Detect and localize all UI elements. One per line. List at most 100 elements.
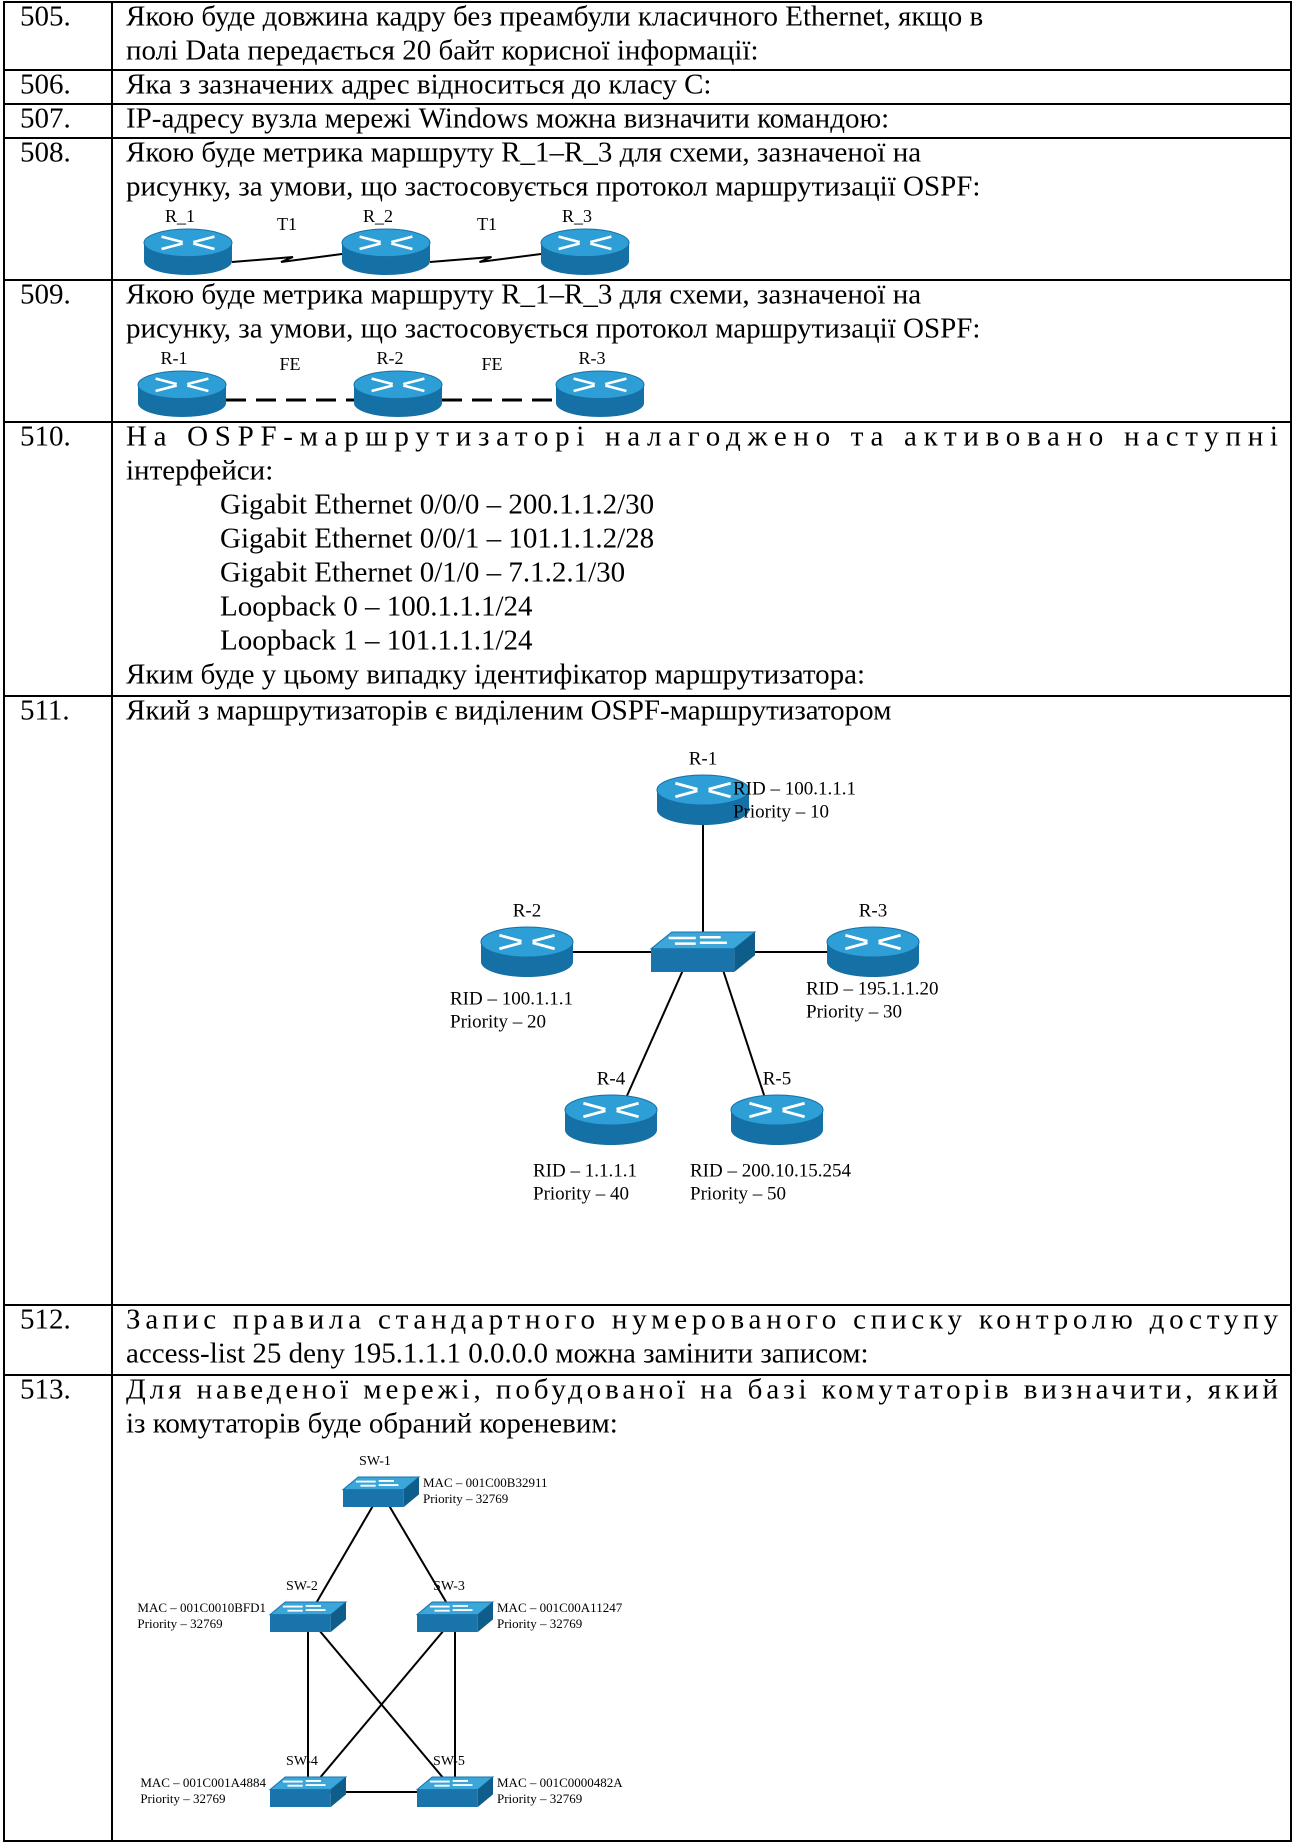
question-number: 511.	[20, 695, 70, 727]
switch-arrows	[429, 1604, 473, 1612]
interface-text: Gigabit Ethernet 0/0/0 – 200.1.1.2/30	[220, 489, 654, 521]
router-arrows	[161, 235, 215, 251]
question-text: Яка з зазначених адрес відноситься до кл…	[126, 69, 712, 101]
question-text: Якою буде довжина кадру без преамбули кл…	[126, 1, 983, 33]
router-label: R-2	[377, 348, 404, 368]
router-label: R_3	[562, 206, 592, 226]
link	[307, 1491, 382, 1618]
router-top	[730, 1094, 824, 1126]
switch-side	[734, 932, 755, 972]
question-text: Якою буде метрика маршруту R_1–R_3 для с…	[126, 137, 921, 169]
router-priority: Priority – 30	[806, 1001, 902, 1022]
question-number: 508.	[20, 137, 71, 169]
switch-label: SW-3	[433, 1579, 465, 1594]
switch-priority: Priority – 32769	[497, 1791, 582, 1806]
router-rid: RID – 195.1.1.20	[806, 978, 938, 999]
router-top	[137, 370, 227, 400]
router-arrows	[155, 377, 209, 393]
question-text: Який з маршрутизаторів є виділеним OSPF-…	[126, 695, 891, 727]
switch-label: SW-4	[286, 1754, 318, 1769]
question-text: рисунку, за умови, що застосовується про…	[126, 171, 980, 203]
link	[429, 253, 542, 263]
switch-mac: MAC – 001C0010BFD1	[137, 1600, 266, 1615]
switch-label: SW-2	[286, 1579, 318, 1594]
interface-text: Gigabit Ethernet 0/1/0 – 7.1.2.1/30	[220, 557, 625, 589]
router-label: R-3	[579, 348, 606, 368]
table-border	[3, 1, 1292, 1842]
router-arrows	[499, 933, 555, 951]
switch-arrows	[668, 935, 727, 945]
link	[380, 1491, 456, 1618]
router-top	[826, 926, 920, 958]
router-rid: RID – 100.1.1.1	[450, 988, 573, 1009]
link	[307, 1616, 456, 1793]
switch-mac: MAC – 001C00A11247	[497, 1600, 623, 1615]
switch-side	[477, 1777, 493, 1807]
router-top	[540, 228, 630, 258]
question-text: access-list 25 deny 195.1.1.1 0.0.0.0 мо…	[126, 1338, 869, 1370]
router-rid: RID – 200.10.15.254	[690, 1160, 851, 1181]
switch-arrows	[355, 1479, 399, 1487]
switch-arrows	[282, 1779, 326, 1787]
switch-mac: MAC – 001C0000482A	[497, 1775, 623, 1790]
link-label: T1	[277, 214, 297, 234]
question-number: 506.	[20, 69, 71, 101]
interface-text: Gigabit Ethernet 0/0/1 – 101.1.1.2/28	[220, 523, 654, 555]
question-number: 505.	[20, 1, 71, 33]
question-number: 513.	[20, 1374, 71, 1406]
link-label: FE	[481, 354, 502, 374]
router-label: R-5	[763, 1068, 792, 1089]
router-label: R_1	[165, 206, 195, 226]
switch-priority: Priority – 32769	[497, 1616, 582, 1631]
question-text: Для наведеної мережі, побудованої на баз…	[126, 1374, 1278, 1406]
question-number: 512.	[20, 1304, 71, 1336]
switch-priority: Priority – 32769	[137, 1616, 222, 1631]
question-text: полі Data передається 20 байт корисної і…	[126, 35, 759, 67]
router-arrows	[371, 377, 425, 393]
interface-text: Loopback 1 – 101.1.1.1/24	[220, 625, 533, 657]
router-arrows	[845, 933, 901, 951]
question-number: 509.	[20, 279, 71, 311]
router-top	[480, 926, 574, 958]
switch-label: SW-5	[433, 1754, 465, 1769]
question-text: На OSPF-маршрутизаторі налагоджено та ак…	[126, 421, 1278, 453]
link	[231, 253, 343, 263]
router-label: R-3	[859, 900, 888, 921]
router-priority: Priority – 40	[533, 1183, 629, 1204]
switch-side	[477, 1602, 493, 1632]
interface-text: Loopback 0 – 100.1.1.1/24	[220, 591, 533, 623]
router-top	[555, 370, 645, 400]
router-priority: Priority – 10	[733, 801, 829, 822]
router-label: R-1	[689, 748, 718, 769]
router-rid: RID – 100.1.1.1	[733, 778, 856, 799]
switch-front	[343, 1489, 404, 1507]
switch-side	[330, 1777, 346, 1807]
router-arrows	[359, 235, 413, 251]
switch-front	[651, 948, 735, 972]
link-label: T1	[477, 214, 497, 234]
router-label: R_2	[363, 206, 393, 226]
switch-side	[330, 1602, 346, 1632]
link-label: FE	[279, 354, 300, 374]
router-label: R-2	[513, 900, 542, 921]
question-text: Запис правила стандартного нумерованого …	[126, 1304, 1279, 1336]
question-text: інтерфейси:	[126, 455, 273, 487]
router-arrows	[749, 1101, 805, 1119]
router-rid: RID – 1.1.1.1	[533, 1160, 637, 1181]
router-arrows	[583, 1101, 639, 1119]
router-arrows	[675, 781, 731, 799]
switch-arrows	[282, 1604, 326, 1612]
switch-priority: Priority – 32769	[423, 1491, 508, 1506]
question-text: рисунку, за умови, що застосовується про…	[126, 313, 980, 345]
router-top	[143, 228, 233, 258]
router-arrows	[558, 235, 612, 251]
switch-arrows	[429, 1779, 473, 1787]
router-arrows	[573, 377, 627, 393]
question-text: IP-адресу вузла мережі Windows можна виз…	[126, 103, 889, 135]
question-number: 507.	[20, 103, 71, 135]
question-text: із комутаторів буде обраний кореневим:	[126, 1408, 618, 1440]
switch-front	[270, 1614, 331, 1632]
router-top	[341, 228, 431, 258]
